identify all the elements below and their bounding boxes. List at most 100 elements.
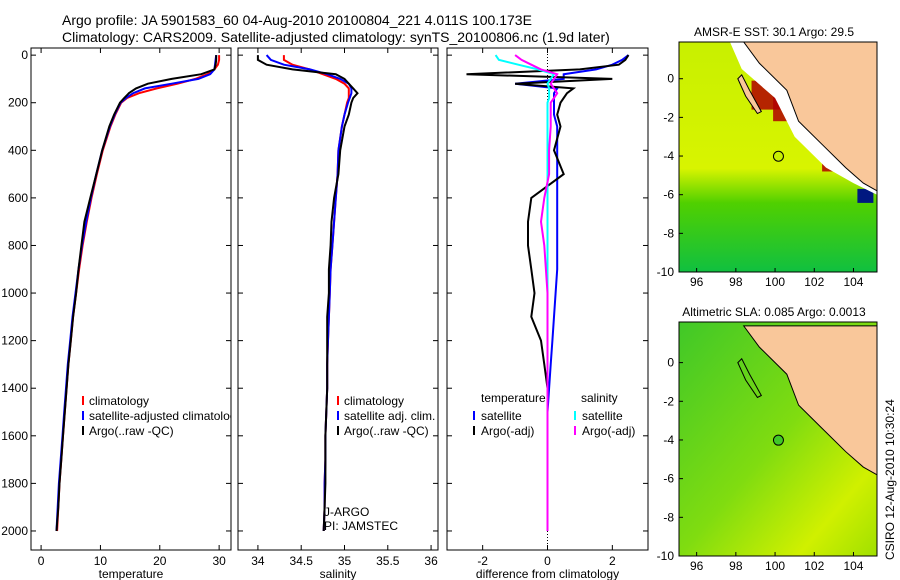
map-title: AMSR-E SST: 30.1 Argo: 29.5 (694, 25, 854, 39)
y-tick-label: 1200 (1, 334, 28, 348)
x-axis-label: temperature (99, 567, 164, 580)
y-tick-label: 0 (21, 48, 28, 62)
latitude-label: -8 (663, 226, 674, 240)
series-line-salinity-argo-adj- (514, 54, 559, 531)
y-tick-label: 600 (8, 191, 28, 205)
latitude-label: -10 (657, 549, 675, 563)
longitude-label: 100 (765, 275, 785, 289)
island-outline (737, 357, 763, 399)
latitude-label: -8 (663, 510, 674, 524)
profile-panel-1: 0 10 20 30 0 200 400 600 800 1000 1200 1400 1600 1800… (1, 47, 242, 580)
x-tick-label: 34 (251, 554, 265, 568)
latitude-label: -10 (657, 265, 675, 279)
legend-entry: climatology (89, 394, 149, 408)
island-outline (737, 74, 763, 115)
legend-entry: Argo(-adj) (481, 424, 534, 438)
map-title: Altimetric SLA: 0.085 Argo: 0.0013 (682, 305, 866, 319)
x-tick-label: 20 (153, 554, 167, 568)
series-line-argo-raw-qc- (55, 55, 218, 532)
legend-entry: satellite-adjusted climatology (89, 409, 242, 423)
latitude-label: -4 (663, 433, 674, 447)
latitude-label: 0 (667, 356, 674, 370)
plot-frame (30, 47, 232, 551)
x-tick-label: 30 (212, 554, 226, 568)
latitude-label: -2 (663, 394, 674, 408)
y-tick-label: 1800 (1, 476, 28, 490)
x-tick-label: 10 (94, 554, 108, 568)
map-frame (678, 321, 878, 557)
x-tick-label: 0 (544, 554, 551, 568)
x-tick-label: 34.5 (290, 554, 314, 568)
longitude-label: 100 (765, 559, 785, 573)
title-line-1: Argo profile: JA 5901583_60 04-Aug-2010 … (62, 12, 532, 28)
series-line-argo-raw-qc- (256, 55, 359, 532)
x-tick-label: -2 (477, 554, 488, 568)
legend-entry: Argo(..raw -QC) (89, 424, 174, 438)
series-line-climatology (56, 55, 221, 532)
x-tick-label: 36 (424, 554, 438, 568)
series-line-satellite-adj-clim- (265, 54, 353, 532)
cool-sst-patch (857, 188, 874, 203)
legend-entry: satellite (582, 409, 623, 423)
latitude-label: -2 (663, 110, 674, 124)
x-tick-label: 2 (609, 554, 616, 568)
series-line-salinity-satellite (494, 54, 556, 531)
series-line-satellite-adjusted-climatology (55, 54, 218, 532)
map-field (679, 42, 877, 272)
map-field (679, 322, 877, 556)
title-line-2: Climatology: CARS2009. Satellite-adjuste… (62, 29, 610, 45)
series-line-temperature-satellite (514, 54, 630, 531)
longitude-label: 104 (843, 559, 863, 573)
argo-position-marker (772, 150, 784, 162)
legend-entry: climatology (344, 394, 404, 408)
series-group (466, 54, 630, 531)
argo-position-marker (772, 434, 784, 446)
plot-frame (237, 47, 439, 551)
legend-entry: satellite adj. clim. (344, 409, 435, 423)
y-tick-label: 1400 (1, 381, 28, 395)
legend-heading-salinity: salinity (581, 391, 618, 405)
y-tick-label: 1000 (1, 286, 28, 300)
y-tick-label: 800 (8, 238, 28, 252)
map-panel-1: 96 98 100 102 104 0 -2 -4 -6 -8 -10 AMSR-E SST: 30.… (657, 25, 878, 289)
longitude-label: 102 (804, 559, 824, 573)
latitude-label: 0 (667, 72, 674, 86)
map-frame (678, 41, 878, 273)
longitude-label: 96 (690, 559, 704, 573)
plot-frame (446, 47, 649, 551)
footer-credit: CSIRO 12-Aug-2010 10:30:24 (883, 399, 897, 560)
land-sumatra (742, 325, 877, 476)
longitude-label: 102 (804, 275, 824, 289)
x-axis-label: salinity (320, 567, 357, 580)
longitude-label: 104 (843, 275, 863, 289)
float-program: J-ARGO (324, 505, 369, 519)
series-line-climatology (282, 55, 350, 532)
x-tick-label: 35.5 (376, 554, 400, 568)
longitude-label: 96 (690, 275, 704, 289)
x-tick-label: 0 (38, 554, 45, 568)
y-tick-label: 2000 (1, 524, 28, 538)
float-pi: PI: JAMSTEC (324, 519, 398, 533)
y-tick-label: 1600 (1, 429, 28, 443)
x-axis-label: difference from climatology (476, 567, 619, 580)
y-tick-label: 400 (8, 143, 28, 157)
latitude-label: -6 (663, 472, 674, 486)
legend-entry: satellite (481, 409, 522, 423)
longitude-label: 98 (729, 275, 743, 289)
latitude-label: -6 (663, 188, 674, 202)
legend-entry: Argo(-adj) (582, 424, 635, 438)
map-panel-2: 96 98 100 102 104 0 -2 -4 -6 -8 -10 Altimetric SLA:… (657, 305, 878, 573)
x-tick-label: 35 (338, 554, 352, 568)
longitude-label: 98 (729, 559, 743, 573)
land-sumatra (743, 42, 877, 192)
y-tick-label: 200 (8, 96, 28, 110)
legend-heading-temperature: temperature (481, 391, 546, 405)
legend-entry: Argo(..raw -QC) (344, 424, 429, 438)
latitude-label: -4 (663, 149, 674, 163)
